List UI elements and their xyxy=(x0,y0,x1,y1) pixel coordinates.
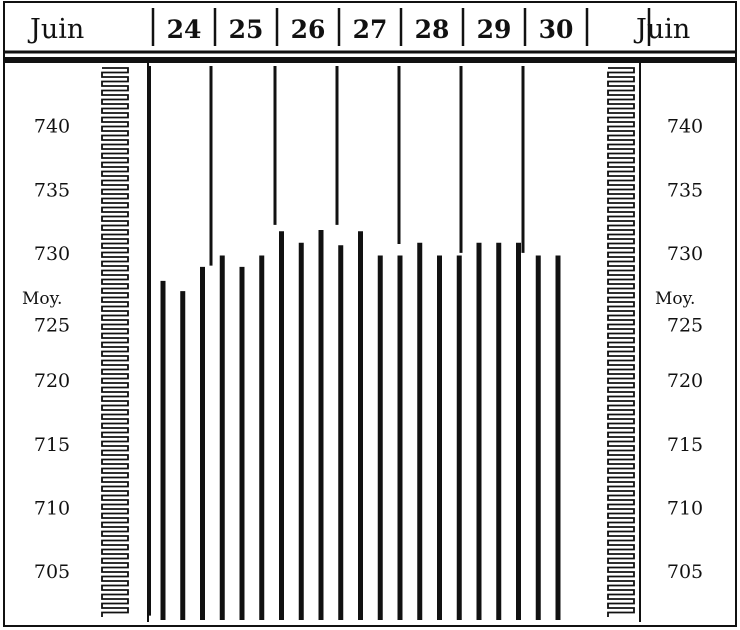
y-tick-label-right: 740 xyxy=(667,116,703,138)
header-separators xyxy=(151,8,651,46)
y-tick-label-left: 740 xyxy=(34,116,70,138)
y-axis-right: 740 735 730 725 720 715 710 705 xyxy=(667,116,703,583)
y-tick-label-right: 730 xyxy=(667,243,703,265)
y-tick-label-right: 720 xyxy=(667,370,703,392)
y-tick-label-right: 705 xyxy=(667,561,703,583)
y-tick-label-left: 705 xyxy=(34,561,70,583)
y-tick-label-right: 715 xyxy=(667,434,703,456)
day-label: 28 xyxy=(415,15,450,44)
chart-frame xyxy=(3,1,737,627)
day-label: 25 xyxy=(229,15,264,44)
y-tick-label-left: 725 xyxy=(34,315,70,337)
left-trace xyxy=(101,67,129,617)
day-label: 24 xyxy=(167,15,202,44)
day-label: 29 xyxy=(477,15,512,44)
mean-label-left: Moy. xyxy=(22,289,62,309)
day-labels: 24 25 26 27 28 29 30 xyxy=(167,15,574,44)
y-tick-label-right: 710 xyxy=(667,497,703,519)
bars xyxy=(160,230,561,620)
right-trace xyxy=(607,67,635,617)
y-tick-label-left: 735 xyxy=(34,179,70,201)
y-tick-label-left: 715 xyxy=(34,434,70,456)
day-label: 30 xyxy=(539,15,574,44)
month-label-right: Juin xyxy=(633,14,690,45)
y-tick-label-right: 735 xyxy=(667,179,703,201)
y-tick-label-left: 730 xyxy=(34,243,70,265)
y-axis-left: 740 735 730 725 720 715 710 705 xyxy=(34,116,70,583)
month-label-left: Juin xyxy=(27,14,84,45)
day-label: 27 xyxy=(353,15,388,44)
y-tick-label-right: 725 xyxy=(667,315,703,337)
day-separators xyxy=(149,66,525,616)
mean-label-right: Moy. xyxy=(655,289,695,309)
day-label: 26 xyxy=(291,15,326,44)
y-tick-label-left: 710 xyxy=(34,497,70,519)
y-tick-label-left: 720 xyxy=(34,370,70,392)
